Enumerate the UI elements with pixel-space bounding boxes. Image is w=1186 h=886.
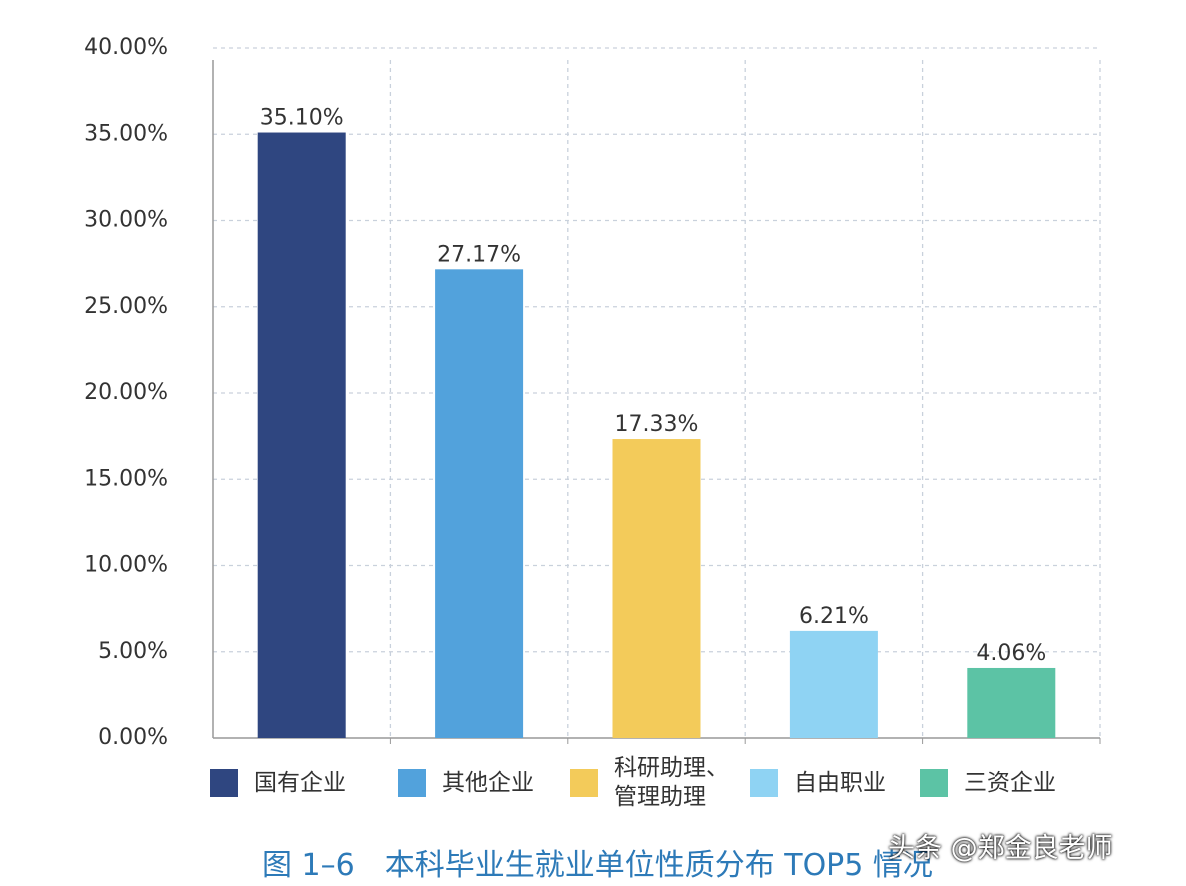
legend-label: 三资企业 [964, 769, 1056, 796]
legend-item: 国有企业 [210, 754, 346, 812]
legend-swatch [570, 769, 598, 797]
y-tick-label: 25.00% [84, 294, 168, 319]
y-tick-label: 35.00% [84, 121, 168, 146]
watermark: 头条 @郑金良老师 [888, 833, 1113, 864]
legend-swatch [750, 769, 778, 797]
y-tick-label: 20.00% [84, 380, 168, 405]
bar [967, 667, 1056, 738]
chart-title: 图 1–6 本科毕业生就业单位性质分布 TOP5 情况 [262, 848, 933, 883]
bar [257, 132, 346, 738]
y-tick-label: 30.00% [84, 208, 168, 233]
value-label: 35.10% [260, 106, 344, 131]
legend-label: 自由职业 [794, 769, 886, 796]
legend-label: 其他企业 [442, 769, 534, 796]
legend-item: 其他企业 [398, 754, 534, 812]
legend-item: 科研助理、 管理助理 [570, 754, 729, 812]
y-tick-label: 10.00% [84, 553, 168, 578]
value-label: 27.17% [437, 242, 521, 267]
bar [612, 439, 701, 738]
legend-item: 三资企业 [920, 754, 1056, 812]
y-tick-label: 0.00% [98, 725, 168, 750]
legend-label: 科研助理、 管理助理 [614, 755, 729, 810]
bar [435, 269, 524, 738]
y-tick-label: 5.00% [98, 639, 168, 664]
y-tick-label: 40.00% [84, 35, 168, 60]
legend-label: 国有企业 [254, 769, 346, 796]
bar [789, 630, 878, 738]
legend-swatch [398, 769, 426, 797]
value-label: 17.33% [615, 412, 699, 437]
value-label: 6.21% [799, 604, 869, 629]
legend-swatch [210, 769, 238, 797]
value-label: 4.06% [976, 641, 1046, 666]
y-tick-label: 15.00% [84, 466, 168, 491]
legend-item: 自由职业 [750, 754, 886, 812]
legend-swatch [920, 769, 948, 797]
